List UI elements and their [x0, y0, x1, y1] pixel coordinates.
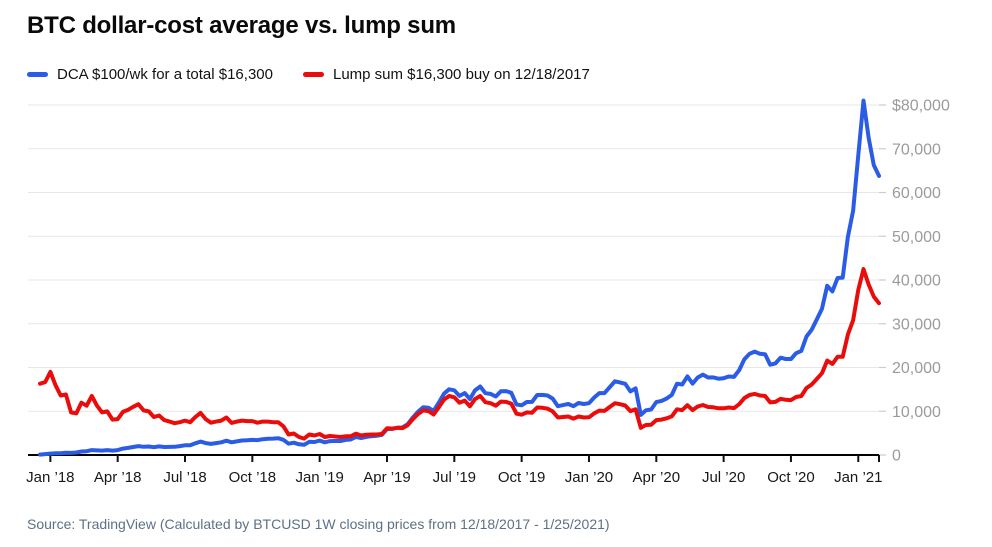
x-tick-label: Jul ’18 — [163, 469, 206, 486]
y-tick-label: 60,000 — [892, 185, 941, 202]
y-tick-label: 40,000 — [892, 273, 941, 290]
x-tick-label: Oct ’18 — [229, 469, 277, 486]
x-tick-label: Jan ’19 — [295, 469, 343, 486]
y-tick-label: 50,000 — [892, 229, 941, 246]
legend-label-lump: Lump sum $16,300 buy on 12/18/2017 — [332, 66, 590, 83]
x-tick-label: Apr ’19 — [363, 469, 411, 486]
y-tick-label: 0 — [892, 448, 901, 465]
legend-item-lump: Lump sum $16,300 buy on 12/18/2017 — [302, 66, 590, 83]
y-tick-label: $80,000 — [892, 98, 950, 115]
legend-swatch-lump — [302, 72, 324, 77]
x-tick-label: Oct ’19 — [498, 469, 546, 486]
y-tick-label: 20,000 — [892, 360, 941, 377]
series-line-dca — [38, 98, 881, 457]
x-tick-label: Jul ’19 — [433, 469, 476, 486]
y-tick-label: 30,000 — [892, 316, 941, 333]
legend-item-dca: DCA $100/wk for a total $16,300 — [27, 66, 273, 83]
y-tick-label: 10,000 — [892, 404, 941, 421]
chart-title: BTC dollar-cost average vs. lump sum — [27, 12, 456, 39]
x-tick-label: Apr ’18 — [94, 469, 142, 486]
x-tick-label: Jan ’21 — [834, 469, 882, 486]
x-tick-label: Jan ’20 — [565, 469, 613, 486]
x-tick-label: Jan ’18 — [26, 469, 74, 486]
legend: DCA $100/wk for a total $16,300 Lump sum … — [27, 66, 590, 83]
legend-swatch-dca — [27, 72, 48, 77]
series-line-lump — [38, 267, 881, 441]
x-tick-label: Jul ’20 — [702, 469, 745, 486]
legend-label-dca: DCA $100/wk for a total $16,300 — [57, 66, 273, 83]
source-note: Source: TradingView (Calculated by BTCUS… — [27, 516, 610, 532]
y-tick-label: 70,000 — [892, 141, 941, 158]
x-tick-label: Oct ’20 — [767, 469, 815, 486]
x-tick-label: Apr ’20 — [633, 469, 681, 486]
